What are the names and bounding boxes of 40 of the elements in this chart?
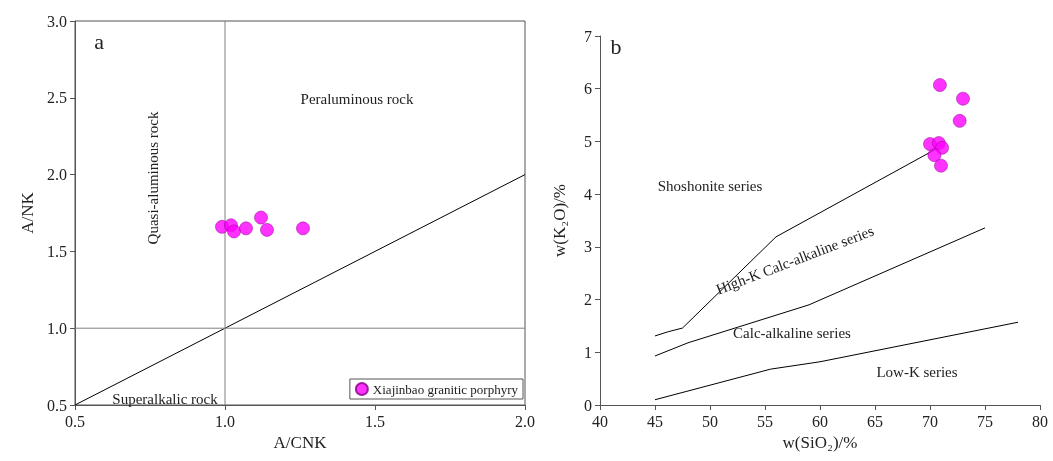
x-tick-label: 60	[812, 412, 828, 430]
y-tick-label: 1.5	[47, 242, 67, 260]
x-tick-label: 0.5	[65, 412, 85, 430]
y-tick-label: 7	[584, 27, 592, 45]
y-tick-label: 1	[584, 343, 592, 361]
x-tick-label: 75	[977, 412, 993, 430]
legend-label: Xiajinbao granitic porphyry	[372, 381, 519, 397]
y-tick-label: 1.0	[47, 319, 67, 337]
y-axis-title: w(K₂O)/%	[550, 184, 569, 257]
y-tick-label: 0	[584, 396, 592, 414]
x-axis-title: w(SiO₂)/%	[782, 432, 858, 452]
annotation: Calc-alkaline series	[733, 325, 852, 341]
annotation: Low-K series	[876, 364, 958, 380]
annotation: Quasi-aluminous rock	[145, 111, 161, 245]
x-tick-label: 1.5	[365, 412, 385, 430]
y-tick-label: 5	[584, 132, 592, 150]
y-tick-label: 6	[584, 80, 592, 98]
x-tick-label: 40	[592, 412, 608, 430]
y-tick-label: 3.0	[47, 12, 67, 30]
y-tick-label: 2.5	[47, 89, 67, 107]
y-tick-label: 3	[584, 238, 592, 256]
annotation: Peraluminous rock	[300, 91, 414, 107]
y-axis-title: A/NK	[18, 191, 38, 234]
annotation: Superalkalic rock	[112, 391, 219, 407]
y-tick-label: 0.5	[47, 396, 67, 414]
y-tick-label: 2.0	[47, 166, 67, 184]
annotation: a	[94, 28, 105, 54]
x-tick-label: 70	[922, 412, 938, 430]
x-tick-label: 65	[867, 412, 883, 430]
annotation: b	[610, 33, 622, 59]
x-tick-label: 55	[757, 412, 773, 430]
x-tick-label: 1.0	[215, 412, 235, 430]
y-tick-label: 2	[584, 291, 592, 309]
x-tick-label: 2.0	[515, 412, 535, 430]
y-tick-label: 4	[584, 185, 592, 203]
x-axis-title: A/CNK	[273, 432, 328, 452]
x-tick-label: 45	[647, 412, 663, 430]
x-tick-label: 80	[1032, 412, 1048, 430]
annotation: Shoshonite series	[657, 178, 763, 194]
x-tick-label: 50	[702, 412, 718, 430]
